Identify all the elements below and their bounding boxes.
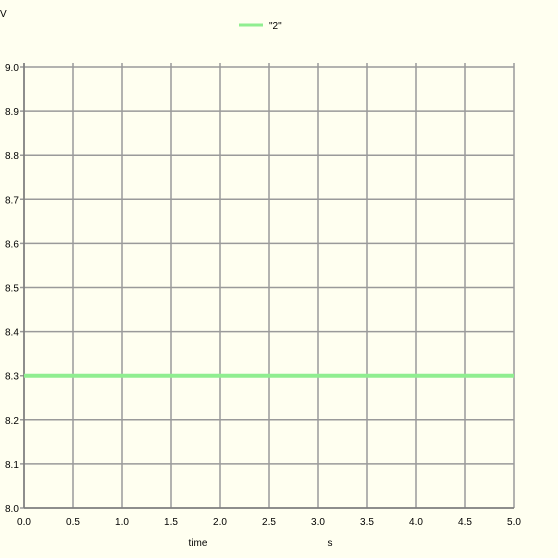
x-tick-label: 0.0 xyxy=(17,517,31,528)
y-tick-label: 8.7 xyxy=(5,195,19,206)
x-axis-unit: s xyxy=(328,538,333,549)
y-tick-label: 8.5 xyxy=(5,284,19,295)
axes xyxy=(23,63,514,509)
y-tick-label: 9.0 xyxy=(5,63,19,74)
y-tick-label: 8.9 xyxy=(5,107,19,118)
x-tick-label: 4.0 xyxy=(409,517,423,528)
y-axis-label: V xyxy=(0,9,7,20)
legend-label: "2" xyxy=(269,21,282,32)
x-tick-label: 1.5 xyxy=(164,517,178,528)
y-tick-label: 8.1 xyxy=(5,460,19,471)
x-tick-label: 2.5 xyxy=(262,517,276,528)
x-axis-label: time xyxy=(189,538,208,549)
x-tick-label: 4.5 xyxy=(458,517,472,528)
x-tick-label: 0.5 xyxy=(66,517,80,528)
x-tick-label: 5.0 xyxy=(507,517,521,528)
y-tick-label: 8.2 xyxy=(5,416,19,427)
y-tick-label: 8.3 xyxy=(5,372,19,383)
legend: "2" xyxy=(239,21,282,32)
x-tick-label: 1.0 xyxy=(115,517,129,528)
x-tick-label: 2.0 xyxy=(213,517,227,528)
grid xyxy=(20,63,515,509)
y-tick-label: 8.6 xyxy=(5,239,19,250)
tick-labels: 0.0 0.5 1.0 1.5 2.0 2.5 3.0 3.5 4.0 4.5 5.0 8.0 8.1 8… xyxy=(5,63,521,528)
y-tick-label: 8.0 xyxy=(5,504,19,515)
x-tick-label: 3.5 xyxy=(360,517,374,528)
y-tick-label: 8.4 xyxy=(5,328,19,339)
y-tick-label: 8.8 xyxy=(5,151,19,162)
x-tick-label: 3.0 xyxy=(311,517,325,528)
